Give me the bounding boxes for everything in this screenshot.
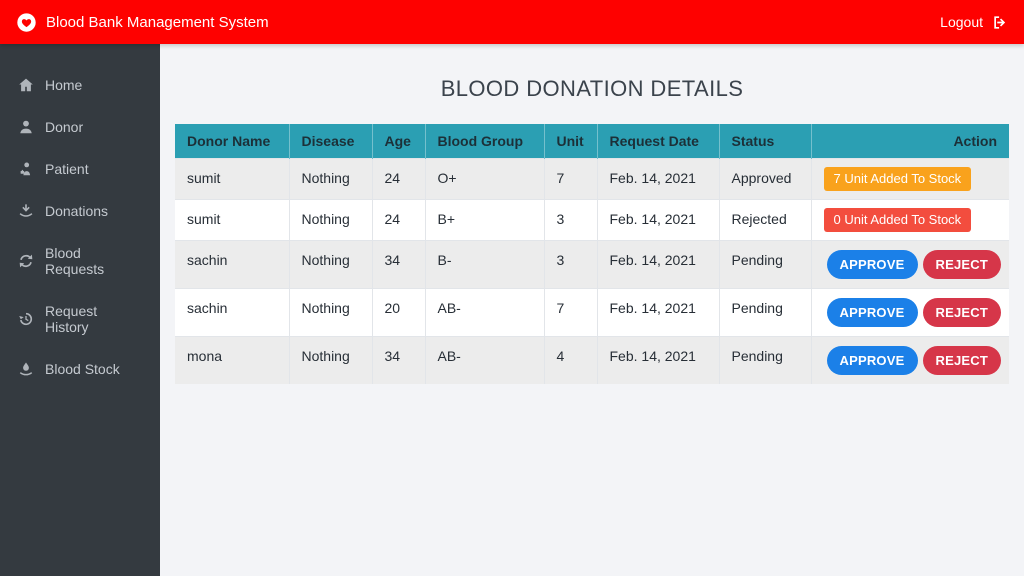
cell-unit: 7 — [543, 158, 597, 200]
donation-table: Donor Name Disease Age Blood Group Unit Reque… — [175, 124, 1009, 384]
column-header: Action — [810, 124, 1009, 159]
donation-hand-icon — [18, 203, 34, 219]
cell-request-date: Feb. 14, 2021 — [596, 158, 719, 200]
home-icon — [18, 77, 34, 93]
history-icon — [18, 311, 34, 327]
sidebar-item-label: Home — [45, 77, 83, 93]
sidebar-item-donations[interactable]: Donations — [0, 190, 160, 232]
column-header: Age — [371, 124, 425, 159]
sidebar-item-patient[interactable]: Patient — [0, 148, 160, 190]
cell-status: Pending — [718, 288, 811, 337]
cell-donor-name: sachin — [175, 288, 289, 337]
cell-disease: Nothing — [288, 240, 372, 289]
table-row: sachin Nothing 20 AB- 7 Feb. 14, 2021 Pending A… — [175, 288, 1009, 337]
sidebar-item-label: Donations — [45, 203, 109, 219]
sidebar-item-label: Donor — [45, 119, 84, 135]
cell-status: Rejected — [718, 199, 811, 241]
cell-donor-name: sachin — [175, 240, 289, 289]
sidebar-item-home[interactable]: Home — [0, 64, 160, 106]
cell-unit: 3 — [543, 240, 597, 289]
reject-button[interactable]: REJECT — [922, 298, 1001, 327]
cell-action: 0 Unit Added To Stock — [810, 199, 1009, 241]
cell-disease: Nothing — [288, 199, 372, 241]
cell-request-date: Feb. 14, 2021 — [596, 288, 719, 337]
column-header: Status — [718, 124, 811, 159]
cell-age: 20 — [371, 288, 425, 337]
cell-blood-group: AB- — [424, 336, 544, 384]
cell-donor-name: sumit — [175, 199, 289, 241]
logout-label: Logout — [940, 14, 983, 30]
cell-blood-group: B+ — [424, 199, 544, 241]
page-title: BLOOD DONATION DETAILS — [440, 76, 744, 101]
cell-donor-name: mona — [175, 336, 289, 384]
cell-blood-group: O+ — [424, 158, 544, 200]
sidebar-item-label: Blood Stock — [45, 361, 120, 377]
cell-disease: Nothing — [288, 336, 372, 384]
table-row: sumit Nothing 24 O+ 7 Feb. 14, 2021 Approved 7 … — [175, 158, 1009, 200]
cell-request-date: Feb. 14, 2021 — [596, 199, 719, 241]
blood-drop-hand-icon — [18, 361, 34, 377]
cell-disease: Nothing — [288, 158, 372, 200]
approve-button[interactable]: APPROVE — [826, 298, 918, 327]
cell-status: Approved — [718, 158, 811, 200]
patient-icon — [18, 161, 34, 177]
logout-button[interactable]: Logout — [940, 14, 1008, 31]
cell-blood-group: AB- — [424, 288, 544, 337]
user-icon — [18, 119, 34, 135]
heart-logo-icon — [16, 12, 37, 33]
cell-age: 34 — [371, 336, 425, 384]
cell-action: 7 Unit Added To Stock — [810, 158, 1009, 200]
reject-button[interactable]: REJECT — [922, 346, 1001, 375]
approve-button[interactable]: APPROVE — [826, 250, 918, 279]
cell-unit: 7 — [543, 288, 597, 337]
table-row: sachin Nothing 34 B- 3 Feb. 14, 2021 Pending AP… — [175, 240, 1009, 289]
cell-unit: 3 — [543, 199, 597, 241]
column-header: Blood Group — [424, 124, 544, 159]
cell-unit: 4 — [543, 336, 597, 384]
column-header: Disease — [288, 124, 372, 159]
reject-button[interactable]: REJECT — [922, 250, 1001, 279]
app-title: Blood Bank Management System — [46, 13, 269, 31]
main-content: BLOOD DONATION DETAILS Donor Name Disease… — [160, 44, 1024, 576]
sidebar-item-request-history[interactable]: Request History — [0, 290, 160, 348]
cell-request-date: Feb. 14, 2021 — [596, 240, 719, 289]
sidebar-item-blood-requests[interactable]: Blood Requests — [0, 232, 160, 290]
cell-status: Pending — [718, 240, 811, 289]
stock-status-badge: 0 Unit Added To Stock — [823, 208, 972, 232]
stock-status-badge: 7 Unit Added To Stock — [823, 167, 972, 191]
sidebar: Home Donor Patient Donations Blood Reque… — [0, 44, 160, 576]
cell-age: 24 — [371, 199, 425, 241]
approve-button[interactable]: APPROVE — [826, 346, 918, 375]
column-header: Unit — [543, 124, 597, 159]
cell-donor-name: sumit — [175, 158, 289, 200]
cell-blood-group: B- — [424, 240, 544, 289]
sign-out-icon — [991, 14, 1008, 31]
cell-action: APPROVE REJECT — [810, 336, 1009, 384]
cell-request-date: Feb. 14, 2021 — [596, 336, 719, 384]
table-row: sumit Nothing 24 B+ 3 Feb. 14, 2021 Rejected 0 … — [175, 199, 1009, 241]
cell-action: APPROVE REJECT — [810, 240, 1009, 289]
cell-age: 34 — [371, 240, 425, 289]
table-header-row: Donor Name Disease Age Blood Group Unit Reque… — [175, 124, 1009, 159]
app-brand[interactable]: Blood Bank Management System — [16, 12, 269, 33]
sidebar-item-blood-stock[interactable]: Blood Stock — [0, 348, 160, 390]
topbar: Blood Bank Management System Logout — [0, 0, 1024, 44]
cell-action: APPROVE REJECT — [810, 288, 1009, 337]
sidebar-item-label: Blood Requests — [45, 245, 105, 277]
sidebar-item-label: Patient — [45, 161, 89, 177]
cell-age: 24 — [371, 158, 425, 200]
cell-disease: Nothing — [288, 288, 372, 337]
sidebar-item-label: Request History — [45, 303, 98, 335]
sidebar-item-donor[interactable]: Donor — [0, 106, 160, 148]
table-row: mona Nothing 34 AB- 4 Feb. 14, 2021 Pending APP… — [175, 336, 1009, 384]
cell-status: Pending — [718, 336, 811, 384]
column-header: Donor Name — [175, 124, 289, 159]
column-header: Request Date — [596, 124, 719, 159]
sync-icon — [18, 253, 34, 269]
